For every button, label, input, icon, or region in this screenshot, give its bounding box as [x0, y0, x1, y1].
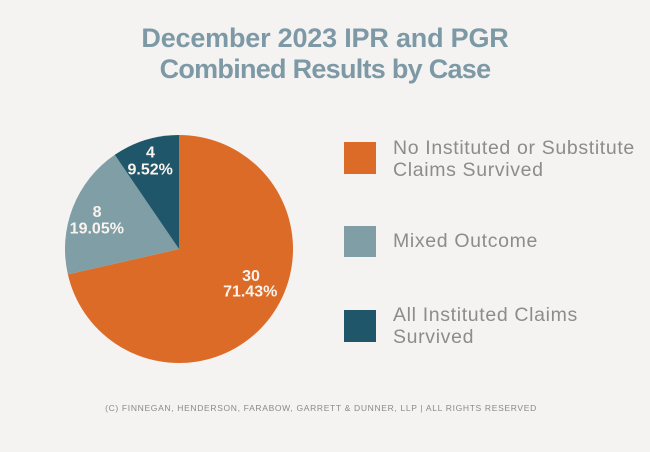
- svg-text:71.43%: 71.43%: [223, 284, 277, 301]
- svg-text:30: 30: [242, 268, 260, 285]
- svg-text:9.52%: 9.52%: [127, 162, 172, 179]
- svg-text:4: 4: [146, 145, 155, 162]
- svg-text:8: 8: [92, 204, 101, 221]
- svg-text:19.05%: 19.05%: [69, 221, 123, 238]
